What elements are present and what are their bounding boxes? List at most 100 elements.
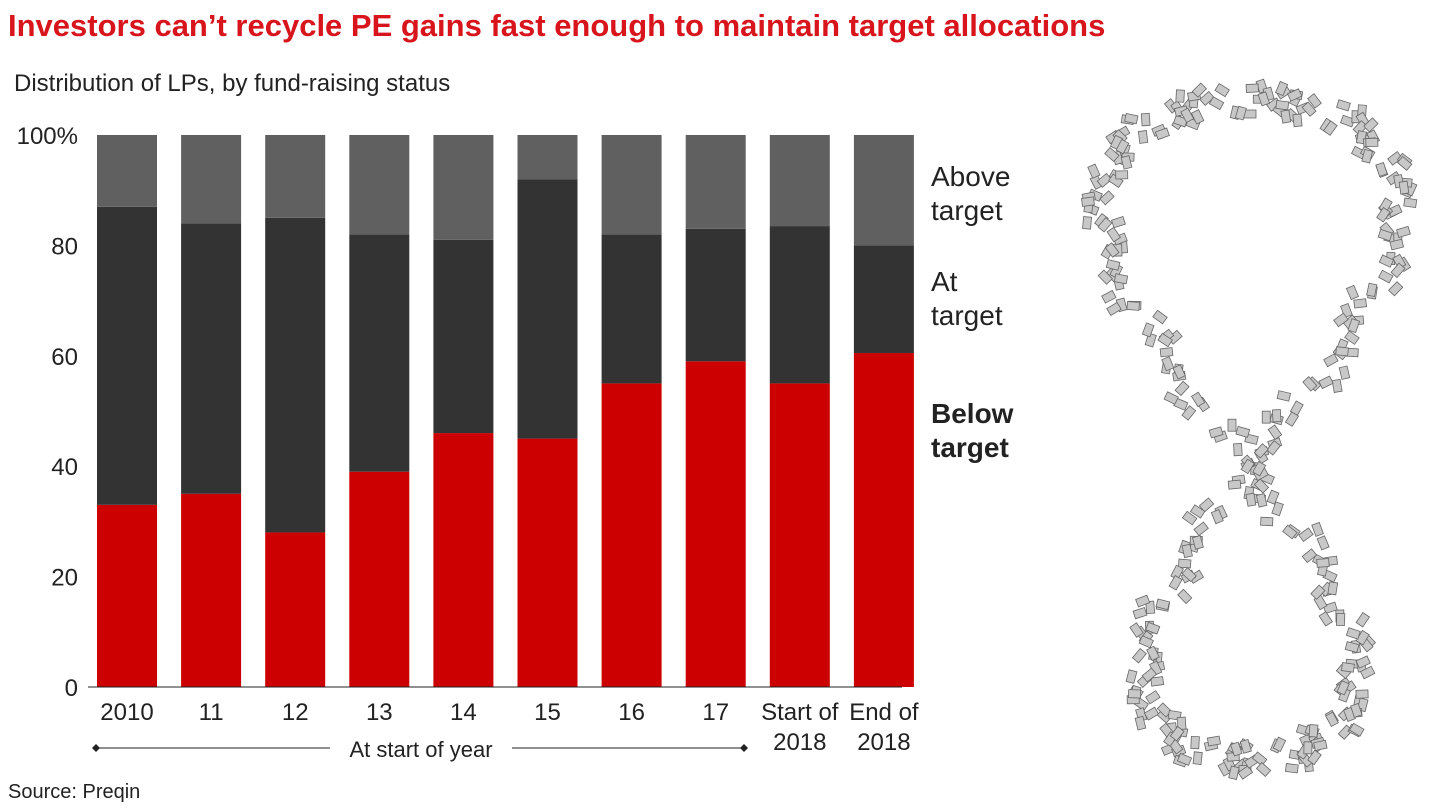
paper-slip [1361,148,1374,164]
paper-slip [1176,752,1193,766]
paper-slip [1177,588,1193,605]
paper-slip [1363,117,1379,133]
paper-slip [1233,442,1243,457]
paper-slip [1131,647,1147,664]
legend-line: Below [931,398,1014,429]
bar-below-target [97,504,157,687]
paper-slip [1376,207,1391,223]
paper-slip [1336,99,1351,112]
paper-slip [1155,598,1171,611]
paper-slip [1177,558,1192,569]
y-tick-label: 100% [17,123,78,150]
paper-slip [1345,627,1361,640]
bar-at-target [685,228,746,362]
paper-slip [1208,96,1225,111]
paper-slip [1307,749,1322,766]
paper-slip [1105,259,1121,271]
paper-slip [1318,611,1333,627]
paper-slip [1266,440,1281,456]
paper-slip [1227,418,1237,432]
paper-slip [1115,138,1130,155]
paper-slip [1169,725,1185,742]
paper-slip [1163,391,1179,405]
paper-slip [1227,479,1242,490]
paper-slip [1338,365,1351,380]
bar-above-target [181,135,242,224]
bar-above-target [433,135,494,240]
paper-slip [1261,410,1271,424]
bar-below-target [181,493,242,687]
paper-slip [1344,641,1360,653]
paper-slip [1208,426,1224,439]
paper-slip [1104,242,1120,258]
paper-slip [1282,524,1298,540]
paper-slip [1106,301,1122,316]
paper-slip [1353,298,1368,309]
bar-below-target [517,438,578,687]
paper-slip [1287,88,1303,102]
paper-slip [1307,93,1322,109]
paper-slip [1141,667,1158,683]
x-tick-label: 2018 [773,729,826,756]
paper-slip [1181,567,1197,583]
paper-slip [1174,380,1190,397]
paper-slip [1253,478,1270,494]
bar-above-target [349,135,410,235]
bar-at-target [601,234,662,384]
x-tick-label: 15 [534,699,561,726]
paper-slip [1181,405,1197,421]
paper-slip [1239,739,1252,754]
paper-slip [1245,83,1259,93]
paper-slip [1323,353,1339,368]
paper-slip [1311,521,1324,537]
paper-slip [1140,112,1151,127]
legend-at-target: At target [931,265,1003,333]
legend-line: target [931,432,1009,463]
bar-above-target [97,135,157,207]
paper-slip [1377,228,1393,242]
paper-slip [1097,217,1113,233]
paper-slip [1271,501,1284,517]
paper-slip [1237,765,1254,780]
paper-slip [1347,318,1361,334]
paper-slip [1280,109,1292,124]
paper-slip [1253,443,1269,459]
paper-slip [1115,170,1129,180]
paper-slip [1198,497,1215,513]
paper-slip [1138,635,1154,649]
paper-slip [1340,662,1355,673]
paper-slip [1271,409,1282,423]
paper-slip [1308,724,1319,738]
paper-slip [1145,690,1161,705]
x-tick-label: Start of [761,699,839,726]
bar-above-target [517,135,578,180]
paper-slip [1366,282,1378,298]
bar-at-target [97,206,157,505]
bar-below-target [769,383,830,687]
bar-above-target [853,135,914,246]
paper-slip [1267,424,1283,440]
paper-slip [1132,606,1148,620]
paper-slip [1396,225,1411,238]
x-tick-label: 13 [366,699,393,726]
paper-slip [1303,741,1313,755]
paper-slip [1161,356,1175,372]
bar-at-target [769,226,830,384]
paper-slip [1355,611,1371,628]
paper-slip [1134,715,1147,731]
y-tick-label: 20 [51,565,78,592]
paper-slip [1199,90,1215,107]
paper-slip [1359,665,1376,680]
paper-slip [1192,751,1203,765]
paper-slip [1120,155,1133,170]
paper-slip [1240,458,1255,475]
legend-line: target [931,195,1003,226]
source-note: Source: Preqin [8,781,141,803]
paper-slip [1111,215,1126,229]
paper-slip [1252,461,1267,477]
paper-slip [1365,137,1379,148]
paper-slip [1176,716,1187,730]
paper-slip [1310,584,1326,600]
infinity-paper-illustration [1081,78,1418,780]
paper-slip [1333,312,1349,328]
